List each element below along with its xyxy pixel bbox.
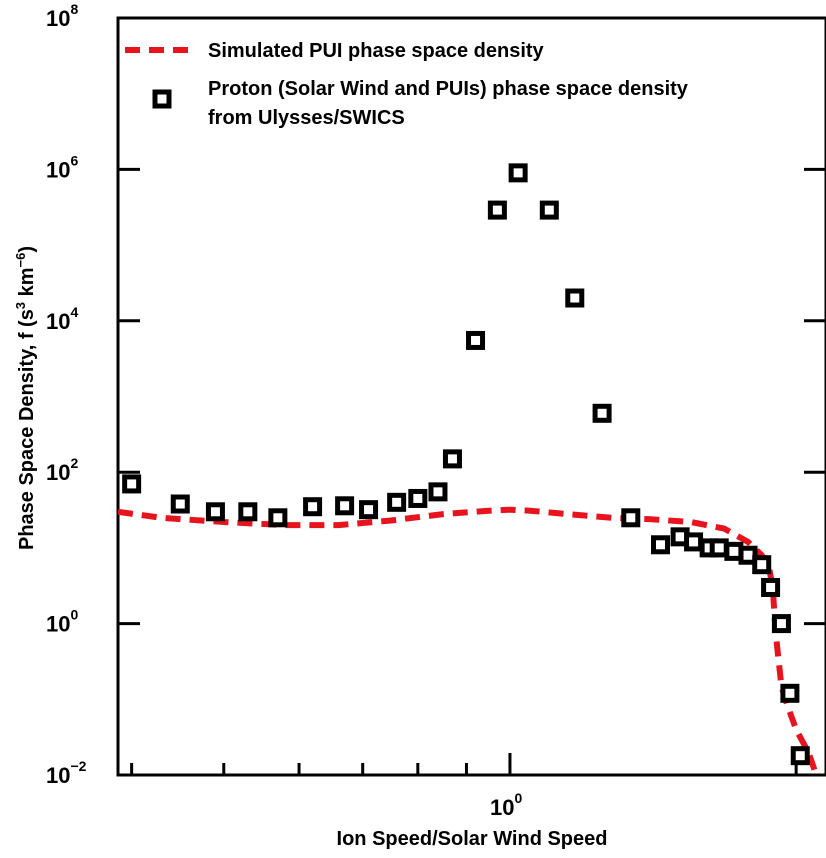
- proton-data-point: [487, 200, 507, 220]
- x-axis-title: Ion Speed/Solar Wind Speed: [337, 828, 608, 850]
- proton-data-point: [815, 794, 826, 808]
- proton-data-point: [508, 163, 528, 183]
- proton-data-point: [122, 474, 142, 494]
- y-tick-label: 106: [46, 152, 78, 182]
- axis-tick-labels: 10−2 100 102 104 106 108 100: [46, 1, 522, 820]
- y-tick-label: 102: [46, 455, 78, 485]
- proton-data-point: [752, 555, 772, 575]
- proton-data-point: [761, 577, 781, 597]
- proton-data-point: [651, 535, 671, 555]
- proton-data-point: [621, 508, 641, 528]
- proton-data-point: [408, 488, 428, 508]
- proton-data-point: [539, 200, 559, 220]
- proton-data-point: [684, 532, 704, 552]
- legend-label-proton-source: from Ulysses/SWICS: [208, 107, 405, 129]
- ulysses-swics-series: [122, 163, 826, 808]
- x-tick-label: 100: [490, 790, 522, 820]
- y-tick-label: 104: [46, 304, 78, 334]
- proton-data-point: [170, 494, 190, 514]
- legend: Simulated PUI phase space density Proton…: [125, 40, 689, 129]
- proton-data-point: [790, 746, 810, 766]
- proton-data-point: [428, 482, 448, 502]
- proton-data-point: [709, 538, 729, 558]
- legend-label-proton: Proton (Solar Wind and PUIs) phase space…: [208, 78, 689, 100]
- proton-data-point: [359, 500, 379, 520]
- simulated-pui-line: [118, 506, 820, 775]
- proton-data-point: [565, 288, 585, 308]
- proton-data-point: [238, 502, 258, 522]
- proton-data-point: [780, 683, 800, 703]
- proton-data-point: [442, 449, 462, 469]
- proton-data-point: [205, 502, 225, 522]
- proton-data-point: [335, 496, 355, 516]
- y-tick-label: 108: [46, 1, 78, 31]
- proton-data-point: [387, 492, 407, 512]
- proton-data-point: [268, 508, 288, 528]
- proton-data-point: [466, 330, 486, 350]
- proton-data-point: [801, 780, 815, 794]
- y-tick-label: 100: [46, 607, 78, 637]
- legend-label-simulated: Simulated PUI phase space density: [208, 40, 545, 62]
- proton-data-point: [303, 497, 323, 517]
- plot-frame: [116, 16, 826, 777]
- legend-marker-swatch: [152, 89, 172, 109]
- y-tick-label: 10−2: [46, 758, 87, 788]
- proton-data-point: [592, 403, 612, 423]
- axis-ticks: [118, 16, 826, 777]
- simulated-pui-series: [118, 506, 820, 775]
- y-axis-title: Phase Space Density, f (s3 km−6): [13, 246, 38, 550]
- proton-data-point: [771, 614, 791, 634]
